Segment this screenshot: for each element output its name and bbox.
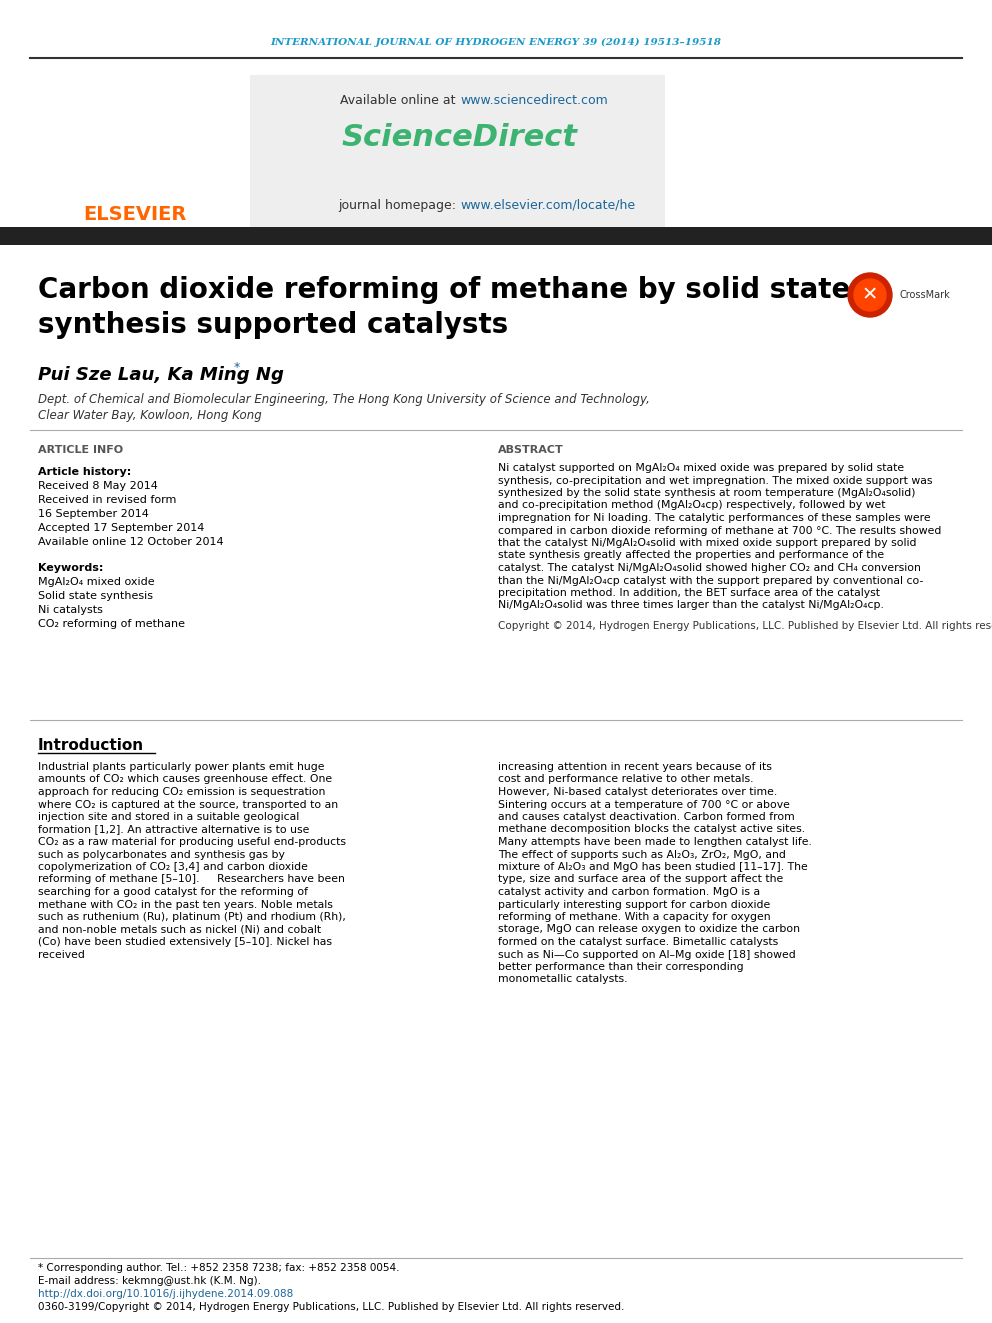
Text: Available online at: Available online at	[340, 94, 460, 106]
Text: CO₂ as a raw material for producing useful end-products: CO₂ as a raw material for producing usef…	[38, 837, 346, 847]
Text: ✕: ✕	[862, 286, 878, 304]
Text: that the catalyst Ni/MgAl₂O₄solid with mixed oxide support prepared by solid: that the catalyst Ni/MgAl₂O₄solid with m…	[498, 538, 917, 548]
Text: However, Ni-based catalyst deteriorates over time.: However, Ni-based catalyst deteriorates …	[498, 787, 778, 796]
Text: amounts of CO₂ which causes greenhouse effect. One: amounts of CO₂ which causes greenhouse e…	[38, 774, 332, 785]
Text: methane with CO₂ in the past ten years. Noble metals: methane with CO₂ in the past ten years. …	[38, 900, 333, 909]
Text: reforming of methane. With a capacity for oxygen: reforming of methane. With a capacity fo…	[498, 912, 771, 922]
Text: precipitation method. In addition, the BET surface area of the catalyst: precipitation method. In addition, the B…	[498, 587, 880, 598]
Bar	[0, 228, 992, 245]
Text: than the Ni/MgAl₂O₄cp catalyst with the support prepared by conventional co-: than the Ni/MgAl₂O₄cp catalyst with the …	[498, 576, 924, 586]
Text: Many attempts have been made to lengthen catalyst life.: Many attempts have been made to lengthen…	[498, 837, 811, 847]
Circle shape	[848, 273, 892, 318]
Text: formation [1,2]. An attractive alternative is to use: formation [1,2]. An attractive alternati…	[38, 824, 310, 835]
Text: such as Ni—Co supported on Al–Mg oxide [18] showed: such as Ni—Co supported on Al–Mg oxide […	[498, 950, 796, 959]
Text: formed on the catalyst surface. Bimetallic catalysts: formed on the catalyst surface. Bimetall…	[498, 937, 779, 947]
Text: compared in carbon dioxide reforming of methane at 700 °C. The results showed: compared in carbon dioxide reforming of …	[498, 525, 941, 536]
Text: synthesis supported catalysts: synthesis supported catalysts	[38, 311, 508, 339]
Text: catalyst. The catalyst Ni/MgAl₂O₄solid showed higher CO₂ and CH₄ conversion: catalyst. The catalyst Ni/MgAl₂O₄solid s…	[498, 564, 921, 573]
Text: cost and performance relative to other metals.: cost and performance relative to other m…	[498, 774, 754, 785]
Text: such as polycarbonates and synthesis gas by: such as polycarbonates and synthesis gas…	[38, 849, 285, 860]
Text: 0360-3199/Copyright © 2014, Hydrogen Energy Publications, LLC. Published by Else: 0360-3199/Copyright © 2014, Hydrogen Ene…	[38, 1302, 624, 1312]
Text: Copyright © 2014, Hydrogen Energy Publications, LLC. Published by Elsevier Ltd. : Copyright © 2014, Hydrogen Energy Public…	[498, 620, 992, 631]
Text: * Corresponding author. Tel.: +852 2358 7238; fax: +852 2358 0054.: * Corresponding author. Tel.: +852 2358 …	[38, 1263, 400, 1273]
Text: particularly interesting support for carbon dioxide: particularly interesting support for car…	[498, 900, 770, 909]
Text: Ni catalysts: Ni catalysts	[38, 605, 103, 615]
Text: Solid state synthesis: Solid state synthesis	[38, 591, 153, 601]
Text: CO₂ reforming of methane: CO₂ reforming of methane	[38, 619, 185, 628]
Text: Introduction: Introduction	[38, 737, 144, 753]
Text: searching for a good catalyst for the reforming of: searching for a good catalyst for the re…	[38, 886, 308, 897]
Text: such as ruthenium (Ru), platinum (Pt) and rhodium (Rh),: such as ruthenium (Ru), platinum (Pt) an…	[38, 912, 346, 922]
Text: www.elsevier.com/locate/he: www.elsevier.com/locate/he	[460, 198, 635, 212]
Text: catalyst activity and carbon formation. MgO is a: catalyst activity and carbon formation. …	[498, 886, 760, 897]
Text: where CO₂ is captured at the source, transported to an: where CO₂ is captured at the source, tra…	[38, 799, 338, 810]
Text: Dept. of Chemical and Biomolecular Engineering, The Hong Kong University of Scie: Dept. of Chemical and Biomolecular Engin…	[38, 393, 650, 406]
Text: Sintering occurs at a temperature of 700 °C or above: Sintering occurs at a temperature of 700…	[498, 799, 790, 810]
Text: Pui Sze Lau, Ka Ming Ng: Pui Sze Lau, Ka Ming Ng	[38, 366, 284, 384]
Text: Keywords:: Keywords:	[38, 564, 103, 573]
Text: injection site and stored in a suitable geological: injection site and stored in a suitable …	[38, 812, 300, 822]
Text: and causes catalyst deactivation. Carbon formed from: and causes catalyst deactivation. Carbon…	[498, 812, 795, 822]
Text: Accepted 17 September 2014: Accepted 17 September 2014	[38, 523, 204, 533]
Text: copolymerization of CO₂ [3,4] and carbon dioxide: copolymerization of CO₂ [3,4] and carbon…	[38, 863, 308, 872]
Text: increasing attention in recent years because of its: increasing attention in recent years bec…	[498, 762, 772, 773]
Text: received: received	[38, 950, 85, 959]
Text: E-mail address: kekmng@ust.hk (K.M. Ng).: E-mail address: kekmng@ust.hk (K.M. Ng).	[38, 1275, 261, 1286]
Text: better performance than their corresponding: better performance than their correspond…	[498, 962, 744, 972]
Text: mixture of Al₂O₃ and MgO has been studied [11–17]. The: mixture of Al₂O₃ and MgO has been studie…	[498, 863, 807, 872]
Text: reforming of methane [5–10].     Researchers have been: reforming of methane [5–10]. Researchers…	[38, 875, 345, 885]
Text: Received in revised form: Received in revised form	[38, 495, 177, 505]
Text: Ni catalyst supported on MgAl₂O₄ mixed oxide was prepared by solid state: Ni catalyst supported on MgAl₂O₄ mixed o…	[498, 463, 904, 474]
Text: INTERNATIONAL JOURNAL OF HYDROGEN ENERGY 39 (2014) 19513–19518: INTERNATIONAL JOURNAL OF HYDROGEN ENERGY…	[271, 37, 721, 46]
Text: type, size and surface area of the support affect the: type, size and surface area of the suppo…	[498, 875, 784, 885]
Text: and co-precipitation method (MgAl₂O₄cp) respectively, followed by wet: and co-precipitation method (MgAl₂O₄cp) …	[498, 500, 886, 511]
Text: ARTICLE INFO: ARTICLE INFO	[38, 445, 123, 455]
Text: Article history:: Article history:	[38, 467, 131, 478]
Text: synthesis, co-precipitation and wet impregnation. The mixed oxide support was: synthesis, co-precipitation and wet impr…	[498, 475, 932, 486]
Text: http://dx.doi.org/10.1016/j.ijhydene.2014.09.088: http://dx.doi.org/10.1016/j.ijhydene.201…	[38, 1289, 294, 1299]
Circle shape	[854, 279, 886, 311]
Text: CrossMark: CrossMark	[900, 290, 950, 300]
Text: (Co) have been studied extensively [5–10]. Nickel has: (Co) have been studied extensively [5–10…	[38, 937, 332, 947]
Text: ScienceDirect: ScienceDirect	[342, 123, 578, 152]
Text: storage, MgO can release oxygen to oxidize the carbon: storage, MgO can release oxygen to oxidi…	[498, 925, 800, 934]
Text: *: *	[234, 361, 240, 374]
Text: Industrial plants particularly power plants emit huge: Industrial plants particularly power pla…	[38, 762, 324, 773]
Text: journal homepage:: journal homepage:	[338, 198, 460, 212]
Text: ABSTRACT: ABSTRACT	[498, 445, 563, 455]
Text: impregnation for Ni loading. The catalytic performances of these samples were: impregnation for Ni loading. The catalyt…	[498, 513, 930, 523]
Text: monometallic catalysts.: monometallic catalysts.	[498, 975, 628, 984]
Text: Carbon dioxide reforming of methane by solid state: Carbon dioxide reforming of methane by s…	[38, 277, 850, 304]
Text: The effect of supports such as Al₂O₃, ZrO₂, MgO, and: The effect of supports such as Al₂O₃, Zr…	[498, 849, 786, 860]
Text: Received 8 May 2014: Received 8 May 2014	[38, 482, 158, 491]
Text: synthesized by the solid state synthesis at room temperature (MgAl₂O₄solid): synthesized by the solid state synthesis…	[498, 488, 916, 497]
Text: state synthesis greatly affected the properties and performance of the: state synthesis greatly affected the pro…	[498, 550, 884, 561]
Text: Clear Water Bay, Kowloon, Hong Kong: Clear Water Bay, Kowloon, Hong Kong	[38, 409, 262, 422]
Text: Ni/MgAl₂O₄solid was three times larger than the catalyst Ni/MgAl₂O₄cp.: Ni/MgAl₂O₄solid was three times larger t…	[498, 601, 884, 610]
FancyBboxPatch shape	[250, 75, 665, 230]
Text: 16 September 2014: 16 September 2014	[38, 509, 149, 519]
Text: www.sciencedirect.com: www.sciencedirect.com	[460, 94, 608, 106]
Text: Available online 12 October 2014: Available online 12 October 2014	[38, 537, 223, 546]
Text: MgAl₂O₄ mixed oxide: MgAl₂O₄ mixed oxide	[38, 577, 155, 587]
Text: approach for reducing CO₂ emission is sequestration: approach for reducing CO₂ emission is se…	[38, 787, 325, 796]
Text: methane decomposition blocks the catalyst active sites.: methane decomposition blocks the catalys…	[498, 824, 806, 835]
Text: and non-noble metals such as nickel (Ni) and cobalt: and non-noble metals such as nickel (Ni)…	[38, 925, 321, 934]
Text: ELSEVIER: ELSEVIER	[83, 205, 186, 225]
